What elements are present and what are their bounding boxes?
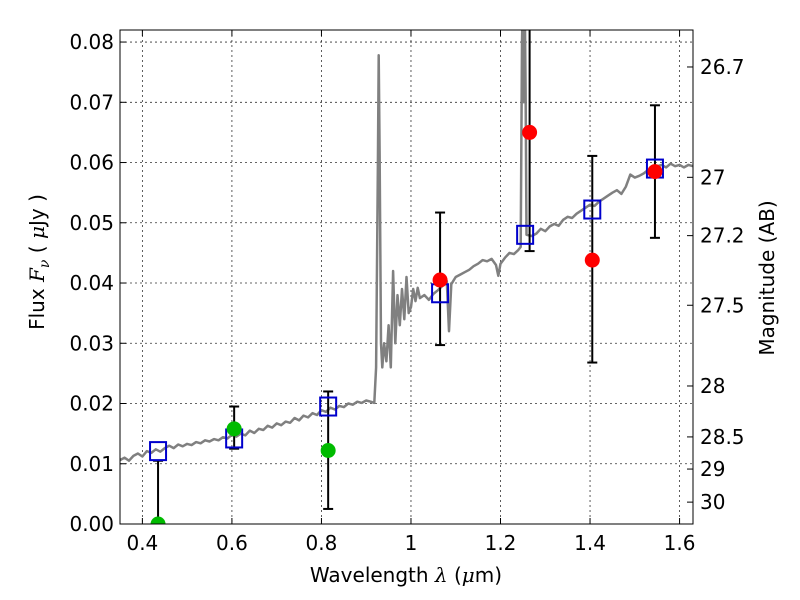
observed-photometry-point <box>522 124 538 140</box>
plot-area <box>120 30 693 524</box>
y-tick-label: 0.04 <box>69 271 114 295</box>
model-photometry-series <box>149 158 664 462</box>
mag-tick-label: 27.5 <box>700 293 745 317</box>
observed-photometry-point <box>647 164 663 180</box>
y-tick-label: 0.00 <box>69 512 114 536</box>
y-tick-label: 0.02 <box>69 392 114 416</box>
sed-spectrum-line <box>120 30 693 462</box>
model-photometry-box <box>149 441 168 462</box>
model-photometry-box <box>319 396 338 417</box>
y-tick-label: 0.01 <box>69 452 114 476</box>
mag-tick-label: 28.5 <box>700 425 745 449</box>
y-tick-label: 0.03 <box>69 331 114 355</box>
observed-photometry-point <box>320 443 336 459</box>
x-axis-title: Wavelength λ (μm) <box>310 563 502 587</box>
mag-tick-label: 30 <box>700 490 725 514</box>
observed-photometry-point <box>226 421 242 437</box>
x-tick-label: 1 <box>405 531 418 555</box>
y-tick-label: 0.06 <box>69 151 114 175</box>
x-tick-label: 1.6 <box>664 531 696 555</box>
x-tick-label: 1.2 <box>485 531 517 555</box>
y-tick-label: 0.07 <box>69 90 114 114</box>
model-photometry-box <box>583 199 602 220</box>
x-tick-label: 0.6 <box>216 531 248 555</box>
mag-tick-label: 29 <box>700 457 725 481</box>
x-tick-label: 1.4 <box>574 531 606 555</box>
x-tick-label: 0.8 <box>306 531 338 555</box>
sed-spectrum-series <box>120 30 693 462</box>
mag-tick-label: 28 <box>700 374 725 398</box>
mag-tick-label: 26.7 <box>700 55 745 79</box>
y-axis-flux: 0.00 0.01 0.02 0.03 0.04 0.05 0.06 0.07 0.08 <box>69 30 126 536</box>
observed-photometry-point <box>432 272 448 288</box>
observed-photometry-point <box>150 516 166 524</box>
model-photometry-box <box>516 224 535 245</box>
x-tick-label: 0.4 <box>126 531 158 555</box>
x-axis: 0.4 0.6 0.8 1 1.2 1.4 1.6 <box>126 30 695 555</box>
y-tick-label: 0.08 <box>69 30 114 54</box>
mag-tick-label: 27 <box>700 165 725 189</box>
observed-photometry-point <box>584 252 600 268</box>
plot-frame <box>119 29 694 525</box>
y2-axis-title: Magnitude (AB) <box>755 200 779 355</box>
y-tick-label: 0.05 <box>69 211 114 235</box>
errorbar-series <box>153 30 660 524</box>
mag-tick-label: 27.2 <box>700 224 745 248</box>
y-axis-magnitude: 26.7 27 27.2 27.5 28 28.5 29 30 <box>687 55 745 514</box>
y-axis-title: Flux Fν ( μJy ) <box>25 194 53 330</box>
observed-photometry-series <box>150 124 663 524</box>
